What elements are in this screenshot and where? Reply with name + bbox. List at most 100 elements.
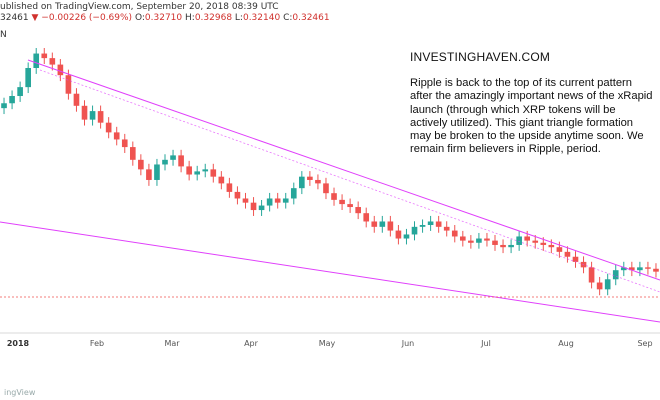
low-value: 0.32140 xyxy=(242,13,281,23)
candle-body xyxy=(403,234,410,239)
candle-body xyxy=(371,221,378,227)
candles-group xyxy=(1,47,659,296)
candle-body xyxy=(395,230,402,239)
candle-body xyxy=(540,242,547,245)
candle-body xyxy=(620,267,627,271)
upper-dotted-trendline xyxy=(39,69,660,293)
candle-body xyxy=(290,188,297,199)
close-value: 0.32461 xyxy=(292,13,330,23)
candle-body xyxy=(564,251,571,257)
candle-body xyxy=(572,256,579,262)
candle-body xyxy=(105,122,112,133)
candle-body xyxy=(49,58,56,65)
open-value: 0.32710 xyxy=(144,13,183,23)
candle-body xyxy=(419,225,426,227)
candle-body xyxy=(323,183,329,194)
candle-body xyxy=(387,221,394,231)
candle-body xyxy=(468,240,474,243)
x-tick-label: May xyxy=(319,339,336,348)
x-tick-label: Jul xyxy=(480,339,491,348)
candle-body xyxy=(339,199,345,205)
candle-body xyxy=(113,132,120,140)
ohlc-line: 32461 ▼ −0.00226 (−0.69%) O:0.32710 H:0.… xyxy=(0,13,330,23)
candle-body xyxy=(65,75,72,94)
candle-body xyxy=(25,67,31,88)
candle-body xyxy=(73,93,80,106)
candle-body xyxy=(315,179,321,184)
candle-body xyxy=(242,198,249,203)
low-label: L: xyxy=(234,13,243,23)
lower-trendline xyxy=(0,221,660,323)
candle-body xyxy=(653,268,659,272)
chart-header: ublished on TradingView.com, September 2… xyxy=(0,0,660,24)
candle-body xyxy=(178,155,184,167)
candle-body xyxy=(41,53,48,59)
x-tick-label: Jun xyxy=(401,339,415,348)
x-tick-label: Sep xyxy=(637,339,652,348)
annotation-body: Ripple is back to the top of its current… xyxy=(410,77,653,156)
candle-body xyxy=(347,204,353,208)
upper-trendline xyxy=(27,59,660,281)
candle-body xyxy=(612,270,619,280)
candle-body xyxy=(89,111,96,120)
candle-body xyxy=(492,240,498,245)
last-price: 32461 xyxy=(0,13,29,23)
candle-body xyxy=(146,169,152,180)
candle-body xyxy=(307,176,313,180)
high-label: H: xyxy=(185,13,195,23)
x-tick-label: Feb xyxy=(90,339,104,348)
candle-body xyxy=(9,96,15,104)
candle-body xyxy=(629,267,635,271)
candle-body xyxy=(57,64,64,76)
open-label: O: xyxy=(134,13,145,23)
candle-body xyxy=(443,226,450,231)
candle-body xyxy=(548,244,555,248)
candle-body xyxy=(427,221,434,226)
candle-body xyxy=(186,166,192,175)
candle-body xyxy=(33,53,40,68)
candle-body xyxy=(645,267,651,269)
candle-body xyxy=(476,238,482,243)
annotation-title: INVESTINGHAVEN.COM xyxy=(410,50,551,64)
candle-body xyxy=(138,159,144,170)
candle-body xyxy=(379,221,386,227)
candle-body xyxy=(154,164,160,180)
published-info: ublished on TradingView.com, September 2… xyxy=(0,2,279,12)
candle-body xyxy=(508,244,514,248)
high-value: 0.32968 xyxy=(194,13,233,23)
candle-body xyxy=(524,236,531,241)
candle-body xyxy=(282,198,289,203)
symbol-fragment: N xyxy=(0,30,7,40)
candle-body xyxy=(162,159,168,165)
candle-body xyxy=(266,198,273,206)
candle-body xyxy=(121,139,128,148)
candle-body xyxy=(500,244,506,248)
candle-body xyxy=(194,171,201,175)
x-tick-label: 2018 xyxy=(7,339,30,348)
candle-body xyxy=(516,236,522,245)
candle-body xyxy=(234,191,241,199)
candle-body xyxy=(484,238,490,241)
candle-body xyxy=(459,236,466,241)
candle-body xyxy=(210,169,217,177)
candle-body xyxy=(604,279,611,290)
x-tick-label: Apr xyxy=(244,339,259,348)
candle-body xyxy=(250,202,257,211)
candle-body xyxy=(226,183,233,192)
candle-body xyxy=(218,176,225,184)
candle-body xyxy=(451,230,458,237)
candle-body xyxy=(363,213,370,222)
candle-body xyxy=(435,221,442,227)
candle-body xyxy=(637,267,643,271)
candle-body xyxy=(331,193,337,200)
candle-body xyxy=(258,205,265,211)
candle-body xyxy=(17,87,23,97)
candle-body xyxy=(556,247,563,252)
candle-body xyxy=(532,240,539,243)
candle-body xyxy=(588,267,595,283)
x-axis-ticks: 2018 Feb Mar Apr May Jun Jul Aug Sep xyxy=(7,339,653,348)
candle-body xyxy=(274,198,281,203)
tradingview-brand: ingView xyxy=(4,388,36,397)
candle-body xyxy=(129,147,136,160)
